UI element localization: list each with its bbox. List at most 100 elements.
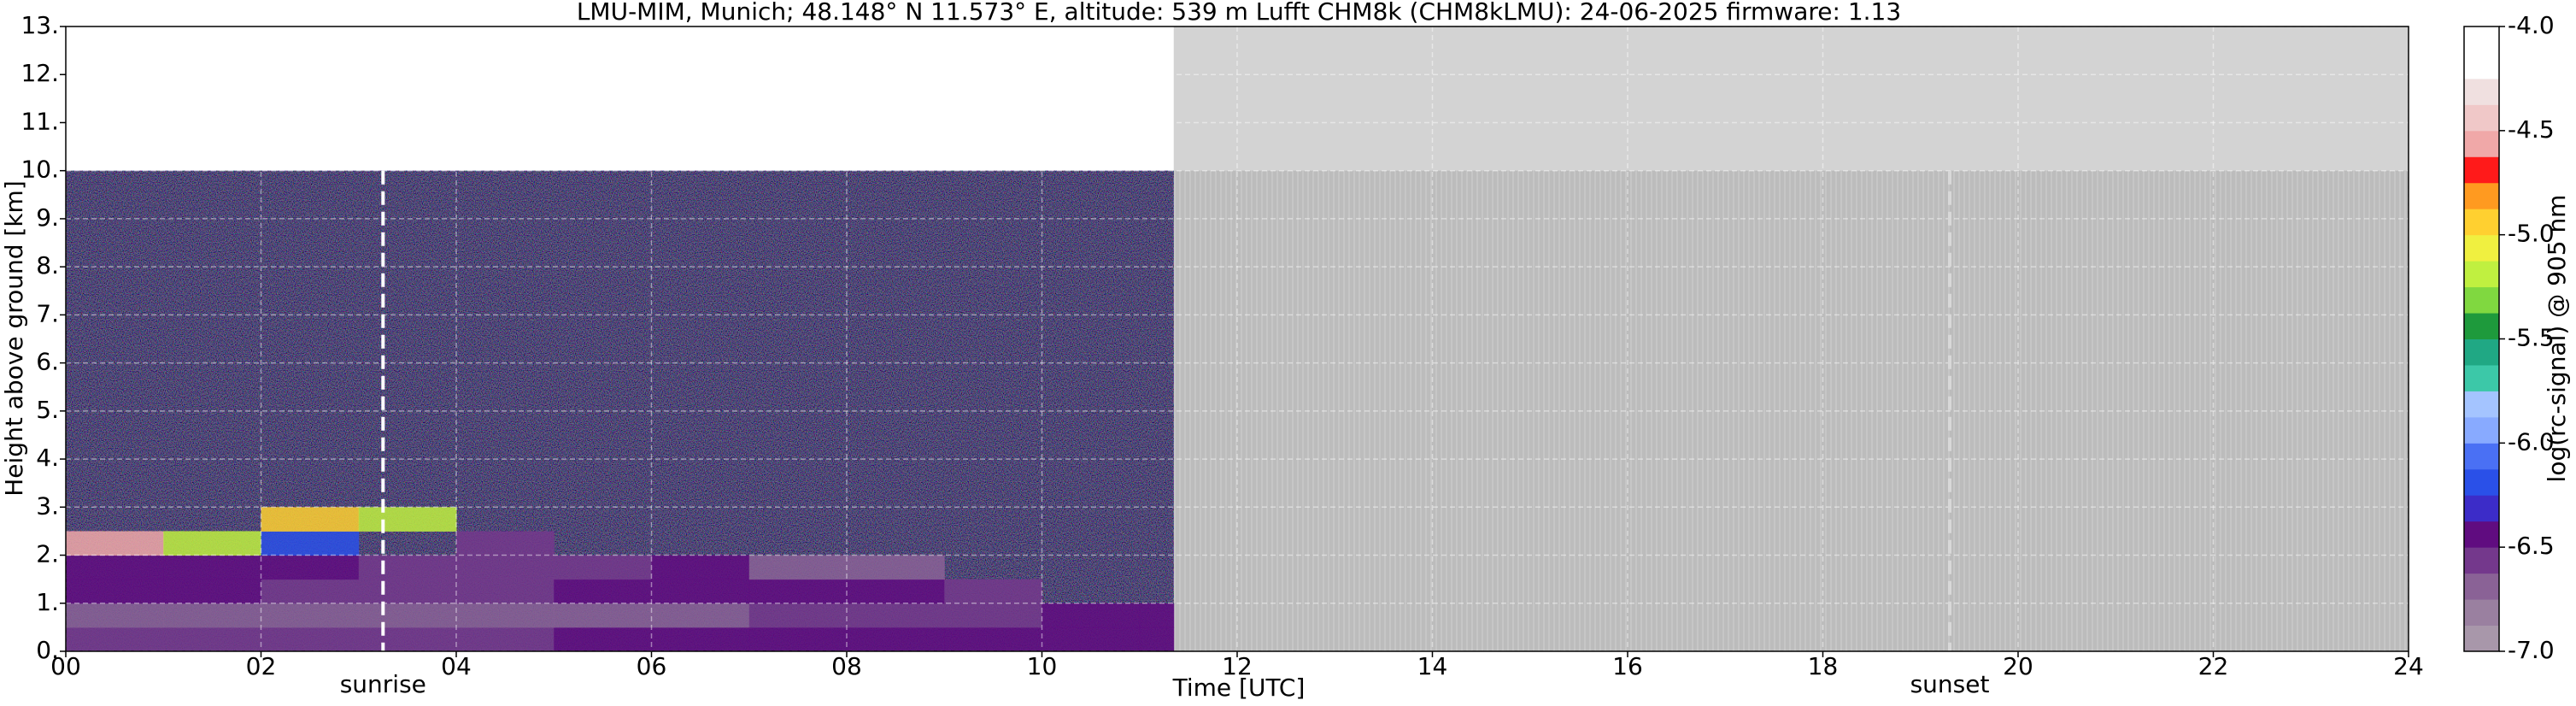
y-tick-label: 8.: [36, 251, 59, 279]
chart-title: LMU-MIM, Munich; 48.148° N 11.573° E, al…: [577, 0, 1901, 26]
heatmap-cell: [748, 555, 848, 580]
heatmap-cell: [456, 531, 555, 556]
y-tick-label: 5.: [36, 396, 59, 424]
heatmap-cell: [847, 627, 945, 652]
heatmap-cell: [358, 507, 457, 532]
colorbar-segment: [2464, 443, 2499, 470]
colorbar-segment: [2464, 391, 2499, 418]
heatmap-cell: [1139, 627, 1175, 652]
colorbar-segment: [2464, 26, 2499, 53]
heatmap-cell: [554, 579, 652, 604]
colorbar-segment: [2464, 547, 2499, 574]
y-tick-label: 9.: [36, 203, 59, 232]
heatmap-cell: [358, 579, 457, 604]
heatmap-cell: [651, 579, 750, 604]
colorbar-segment: [2464, 209, 2499, 236]
heatmap-cell: [163, 603, 261, 628]
colorbar-segment: [2464, 313, 2499, 339]
heatmap-cell: [261, 507, 360, 532]
x-tick-label: 02: [246, 652, 277, 680]
x-tick-label: 04: [441, 652, 472, 680]
heatmap-cell: [163, 627, 261, 652]
heatmap-cell: [554, 603, 652, 628]
heatmap-cell: [261, 531, 360, 556]
heatmap-cell: [456, 603, 555, 628]
annotation-label: sunset: [1910, 670, 1990, 698]
colorbar-segment: [2464, 130, 2499, 157]
colorbar-tick-label: -4.5: [2508, 115, 2555, 144]
colorbar-segment: [2464, 156, 2499, 184]
y-tick-label: 3.: [36, 491, 59, 520]
colorbar-label: log(rc-signal) @ 905 nm: [2543, 195, 2571, 483]
heatmap-cell: [66, 627, 164, 652]
y-tick-label: 7.: [36, 299, 59, 327]
heatmap-cell: [651, 603, 750, 628]
heatmap-cell: [554, 555, 652, 580]
y-tick-label: 6.: [36, 348, 59, 376]
x-tick-label: 20: [2003, 652, 2033, 680]
x-tick-label: 12: [1222, 652, 1253, 680]
heatmap-cell: [358, 603, 457, 628]
heatmap-cell: [1139, 603, 1175, 628]
colorbar-tick-label: -5.0: [2508, 220, 2555, 248]
colorbar-segment: [2464, 495, 2499, 522]
y-tick-label: 11.: [21, 107, 59, 135]
heatmap-cell: [163, 531, 261, 556]
x-tick-label: 10: [1027, 652, 1058, 680]
plot-frame: [65, 26, 2409, 652]
heatmap-cell: [1042, 603, 1141, 628]
heatmap-cell: [163, 579, 261, 604]
x-tick-label: 08: [831, 652, 862, 680]
x-tick-label: 00: [50, 652, 81, 680]
heatmap-cell: [66, 603, 164, 628]
heatmap-cell: [358, 627, 457, 652]
heatmap-cell: [163, 555, 261, 580]
heatmap-cell: [456, 555, 555, 580]
colorbar-segment: [2464, 521, 2499, 548]
annotation-label: sunrise: [340, 670, 426, 698]
heatmap-cell: [554, 627, 652, 652]
colorbar-segment: [2464, 182, 2499, 209]
x-tick-label: 22: [2198, 652, 2229, 680]
y-tick-label: 13.: [21, 11, 59, 39]
x-tick-label: 24: [2393, 652, 2424, 680]
colorbar-segment: [2464, 234, 2499, 262]
y-tick-label: 4.: [36, 444, 59, 472]
colorbar-segment: [2464, 573, 2499, 600]
heatmap-cell: [847, 579, 945, 604]
heatmap-cell: [261, 627, 360, 652]
colorbar-tick-label: -5.5: [2508, 324, 2555, 352]
x-tick-label: 14: [1417, 652, 1448, 680]
colorbar-segment: [2464, 625, 2499, 652]
heatmap-cell: [66, 531, 164, 556]
heatmap-cell: [456, 627, 555, 652]
heatmap-cell: [944, 627, 1042, 652]
heatmap-cell: [261, 603, 360, 628]
colorbar-segment: [2464, 364, 2499, 391]
heatmap-cell: [748, 627, 848, 652]
no-data-area: [1173, 170, 2409, 651]
heatmap-cell: [651, 555, 750, 580]
heatmap-cell: [748, 579, 848, 604]
x-axis-label: Time [UTC]: [1172, 674, 1306, 702]
heatmap-cell: [847, 603, 945, 628]
colorbar-segment: [2464, 286, 2499, 314]
heatmap-cell: [1042, 627, 1141, 652]
heatmap-cell: [358, 555, 457, 580]
colorbar-segment: [2464, 104, 2499, 132]
colorbar-segment: [2464, 468, 2499, 496]
y-tick-label: 12.: [21, 59, 59, 87]
colorbar-segment: [2464, 78, 2499, 105]
heatmap-cell: [261, 579, 360, 604]
colorbar-segment: [2464, 338, 2499, 366]
colorbar-segment: [2464, 52, 2499, 79]
colorbar-tick-label: -6.5: [2508, 532, 2555, 560]
heatmap-cell: [261, 555, 360, 580]
heatmap-cell: [66, 555, 164, 580]
colorbar-tick-label: -7.0: [2508, 636, 2555, 664]
colorbar-segment: [2464, 599, 2499, 627]
x-tick-label: 18: [1808, 652, 1839, 680]
heatmap-cell: [944, 603, 1042, 628]
y-tick-label: 1.: [36, 588, 59, 616]
heatmap-cell: [456, 579, 555, 604]
